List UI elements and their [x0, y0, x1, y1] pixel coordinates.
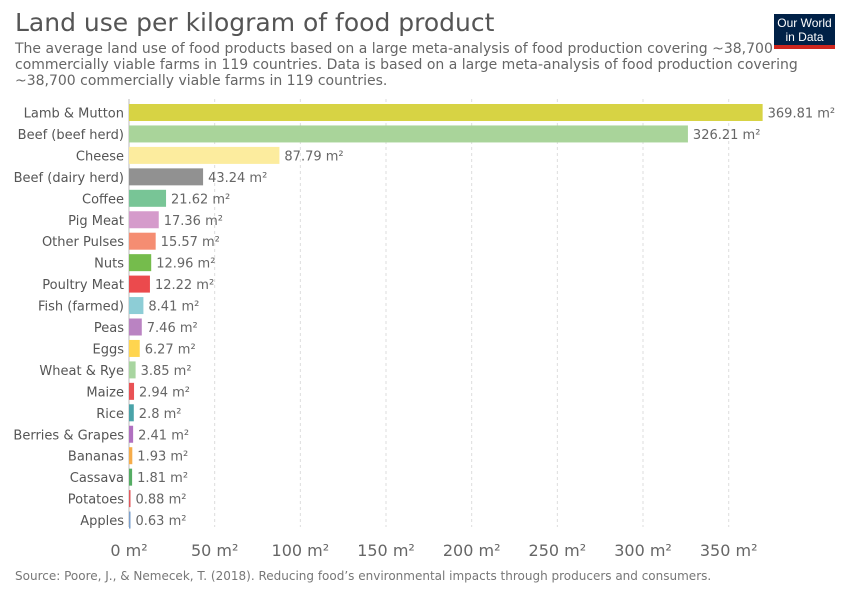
logo-line-1: Our World — [777, 16, 832, 30]
value-label-cheese: 87.79 m² — [284, 149, 343, 164]
category-label-nuts: Nuts — [94, 257, 124, 272]
value-label-rice: 2.8 m² — [139, 407, 182, 422]
value-label-beef-dairy-herd: 43.24 m² — [208, 171, 267, 186]
bar-poultry-meat — [129, 275, 150, 293]
bar-beef-beef-herd — [129, 125, 688, 143]
x-tick-label: 100 m² — [272, 541, 330, 560]
bar-peas — [129, 318, 142, 336]
value-label-wheat-rye: 3.85 m² — [141, 364, 192, 379]
value-label-eggs: 6.27 m² — [145, 342, 196, 357]
value-label-potatoes: 0.88 m² — [136, 493, 187, 508]
bar-bananas — [129, 447, 133, 465]
x-tick-label: 50 m² — [191, 541, 238, 560]
bar-pig-meat — [129, 211, 159, 229]
category-label-wheat-rye: Wheat & Rye — [39, 364, 124, 379]
bar-apples — [129, 511, 131, 529]
value-label-beef-beef-herd: 326.21 m² — [693, 128, 761, 143]
value-label-berries-grapes: 2.41 m² — [138, 428, 189, 443]
category-label-eggs: Eggs — [93, 342, 125, 357]
value-label-coffee: 21.62 m² — [171, 192, 230, 207]
category-label-berries-grapes: Berries & Grapes — [13, 428, 124, 443]
value-label-lamb-mutton: 369.81 m² — [768, 107, 836, 122]
value-label-nuts: 12.96 m² — [156, 257, 215, 272]
category-label-apples: Apples — [80, 514, 124, 529]
value-label-peas: 7.46 m² — [147, 321, 198, 336]
category-label-coffee: Coffee — [82, 192, 124, 207]
value-label-apples: 0.63 m² — [136, 514, 187, 529]
category-label-peas: Peas — [94, 321, 124, 336]
bar-maize — [129, 382, 135, 400]
bar-nuts — [129, 254, 152, 272]
category-label-rice: Rice — [96, 407, 124, 422]
value-label-other-pulses: 15.57 m² — [161, 235, 220, 250]
category-label-poultry-meat: Poultry Meat — [42, 278, 124, 293]
value-label-cassava: 1.81 m² — [137, 471, 188, 486]
bar-other-pulses — [129, 232, 156, 250]
bar-eggs — [129, 339, 140, 357]
bar-beef-dairy-herd — [129, 168, 204, 186]
bar-cheese — [129, 146, 280, 164]
category-label-pig-meat: Pig Meat — [68, 214, 124, 229]
category-label-beef-dairy-herd: Beef (dairy herd) — [14, 171, 124, 186]
x-tick-label: 0 m² — [110, 541, 147, 560]
category-label-cheese: Cheese — [76, 149, 124, 164]
bar-potatoes — [129, 490, 131, 508]
value-label-poultry-meat: 12.22 m² — [155, 278, 214, 293]
bar-lamb-mutton — [129, 104, 763, 121]
category-label-lamb-mutton: Lamb & Mutton — [24, 107, 124, 122]
x-tick-label: 200 m² — [443, 541, 501, 560]
bar-cassava — [129, 468, 133, 486]
source-note: Source: Poore, J., & Nemecek, T. (2018).… — [15, 569, 712, 583]
category-label-fish-farmed: Fish (farmed) — [38, 300, 124, 315]
value-label-bananas: 1.93 m² — [137, 450, 188, 465]
x-tick-label: 300 m² — [614, 541, 672, 560]
category-label-potatoes: Potatoes — [68, 493, 124, 508]
category-label-cassava: Cassava — [70, 471, 124, 486]
value-label-pig-meat: 17.36 m² — [164, 214, 223, 229]
bar-berries-grapes — [129, 425, 134, 443]
x-tick-label: 250 m² — [529, 541, 587, 560]
owid-logo[interactable]: Our World in Data — [774, 14, 835, 49]
category-label-bananas: Bananas — [68, 450, 124, 465]
x-tick-label: 150 m² — [357, 541, 415, 560]
chart-subtitle: The average land use of food products ba… — [15, 41, 798, 89]
bar-chart: 0 m² 50 m² 100 m² 150 m² 200 m² 250 m² 300 m² 3… — [13, 99, 836, 560]
value-label-fish-farmed: 8.41 m² — [148, 300, 199, 315]
bar-rice — [129, 404, 134, 422]
x-tick-label: 350 m² — [700, 541, 758, 560]
bar-fish-farmed — [129, 297, 144, 315]
category-label-beef-beef-herd: Beef (beef herd) — [18, 128, 124, 143]
value-label-maize: 2.94 m² — [139, 385, 190, 400]
logo-line-2: in Data — [785, 30, 824, 44]
chart-title: Land use per kilogram of food product — [15, 8, 495, 37]
bar-wheat-rye — [129, 361, 136, 379]
category-label-other-pulses: Other Pulses — [42, 235, 124, 250]
category-label-maize: Maize — [86, 385, 124, 400]
bar-coffee — [129, 189, 167, 207]
